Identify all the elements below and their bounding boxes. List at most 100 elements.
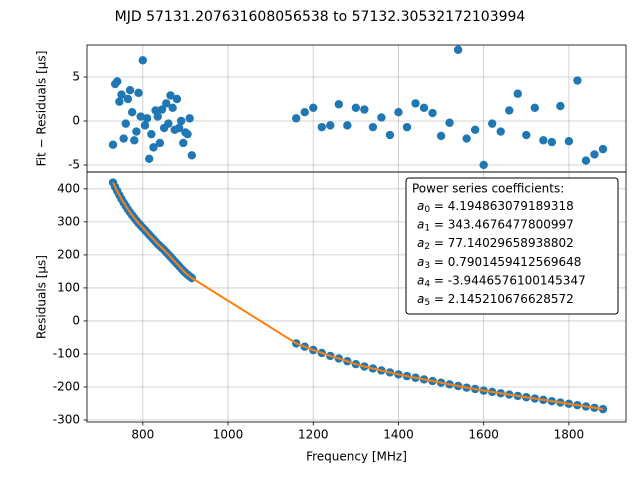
data-point [115,97,124,106]
data-point [309,103,318,112]
data-point [157,105,167,114]
annotation-line: a4 = -3.9446576100145347 [417,273,586,289]
data-point [556,101,565,111]
data-point [590,150,599,159]
data-point [530,103,540,112]
data-point [377,113,386,122]
data-point [183,129,192,139]
data-point [174,123,184,133]
coef-symbol: a [417,236,424,250]
data-point [153,112,162,121]
annotation-line: a5 = 2.145210676628572 [417,292,574,308]
data-point [368,122,378,132]
data-point [164,119,173,128]
annotation-line: a1 = 343.4676477800997 [417,217,574,233]
coef-value: = 4.194863079189318 [430,199,574,213]
y-tick-label: -100 [53,346,80,360]
coef-symbol: a [417,254,424,268]
y-tick-label: 400 [57,181,80,195]
data-point [470,125,480,134]
data-point [147,129,156,139]
data-point [187,151,197,160]
data-point [168,103,177,112]
data-point [176,116,186,126]
x-axis-label: Frequency [MHz] [306,450,407,464]
coef-index: 4 [424,279,430,289]
x-tick-label: 1600 [468,428,499,442]
data-point [411,99,420,108]
data-point [334,100,344,109]
annotation-line: a2 = 77.14029658938802 [417,236,574,252]
y-tick-label: 100 [57,280,80,294]
data-point [140,121,150,130]
data-point [462,134,471,143]
data-point [505,106,514,115]
data-point [119,134,128,143]
data-point [385,130,395,140]
data-point [488,119,497,128]
plot-area [108,45,608,170]
y-tick-label: 200 [57,247,80,261]
x-tick-label: 1800 [554,428,585,442]
data-point [142,114,152,123]
coef-symbol: a [417,199,424,213]
data-point [573,76,582,85]
annotation-line: a0 = 4.194863079189318 [417,199,574,215]
data-point [513,89,522,98]
data-point [522,130,531,140]
x-tick-label: 1400 [383,428,414,442]
data-point [108,140,118,149]
coef-symbol: a [417,217,424,231]
data-point [162,99,171,108]
data-point [351,103,361,112]
annotation-heading: Power series coefficients: [412,182,564,196]
data-point [166,91,175,100]
data-point [117,90,126,99]
coef-value: = 77.14029658938802 [430,236,574,250]
data-point [343,121,352,130]
data-point [419,103,429,112]
coef-index: 0 [424,205,430,215]
data-point [155,138,165,148]
data-point [581,156,591,165]
data-point [125,86,135,95]
x-tick-label: 1200 [298,428,329,442]
coef-index: 5 [424,298,430,308]
data-point [113,77,122,86]
y-axis-label: Residuals [μs] [35,255,49,339]
coef-value: = 343.4676477800997 [430,217,574,231]
data-point [479,160,488,170]
y-tick-label: 300 [57,214,80,228]
data-point [360,105,369,114]
data-point [326,121,335,130]
data-point [172,94,182,104]
data-point [121,119,130,128]
y-tick-label: -200 [53,379,80,393]
annotation-box [405,177,619,315]
data-point [130,136,139,145]
data-point [132,127,141,136]
data-point [127,107,137,117]
y-tick-label: 5 [72,70,80,84]
axes-frame [86,171,627,423]
coef-index: 3 [424,260,430,270]
data-point [317,122,326,132]
data-point [436,131,446,141]
data-point [179,138,188,148]
y-axis-label: Fit − Residuals [μs] [35,51,49,167]
data-point [138,56,148,65]
data-point [394,107,403,117]
data-point [292,114,301,123]
coef-value: = 0.7901459412569648 [430,254,581,268]
x-tick-label: 800 [131,428,154,442]
coef-symbol: a [417,292,424,306]
data-point [300,107,309,117]
data-point [134,88,143,98]
data-point [123,94,133,104]
figure-title: MJD 57131.207631608056538 to 57132.30532… [115,9,526,25]
data-point [547,137,557,147]
data-point [564,137,574,146]
data-point [598,144,608,154]
coef-value: = 2.145210676628572 [430,292,574,306]
